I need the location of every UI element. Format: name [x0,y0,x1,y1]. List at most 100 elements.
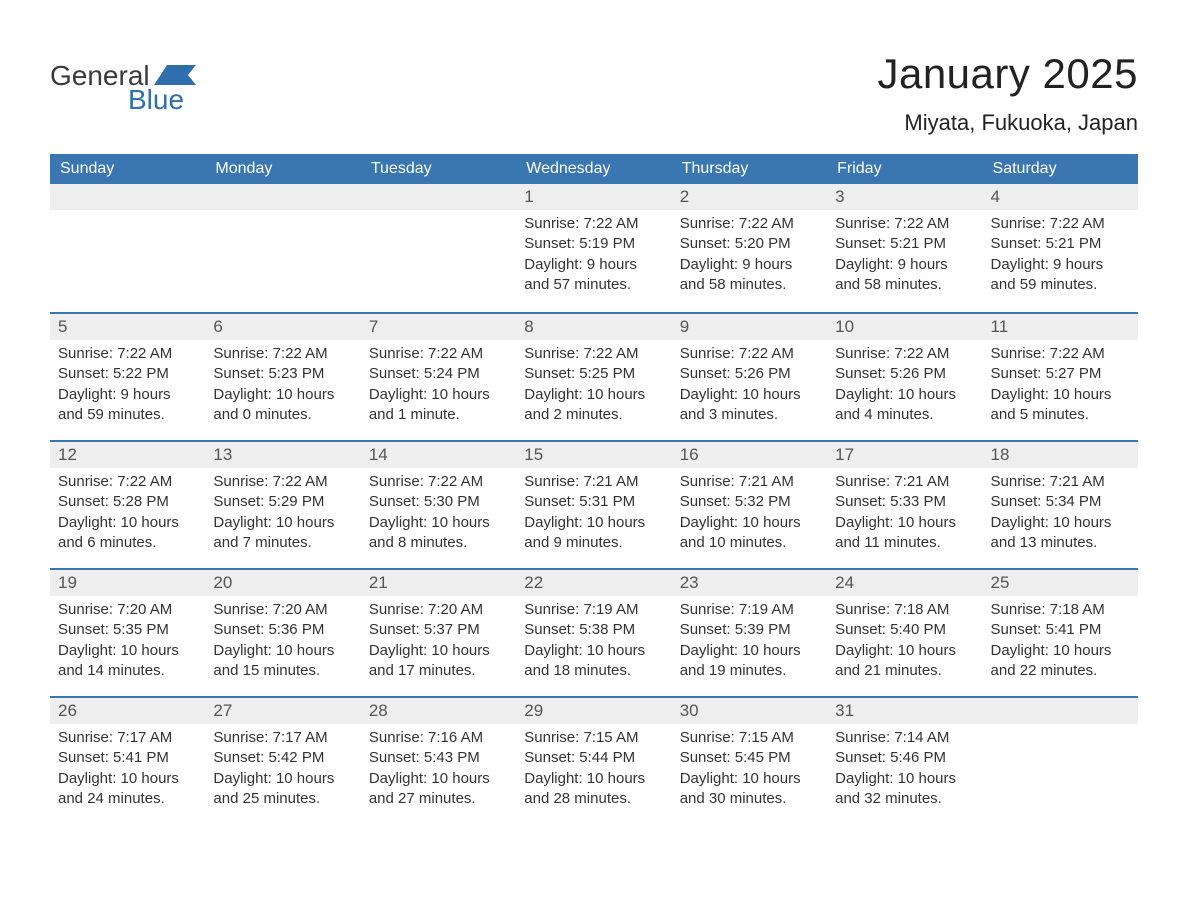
calendar-cell: 30Sunrise: 7:15 AMSunset: 5:45 PMDayligh… [672,696,827,824]
daylight-text-1: Daylight: 10 hours [524,385,663,405]
daylight-text-2: and 25 minutes. [213,789,352,809]
sunrise-text: Sunrise: 7:14 AM [835,728,974,748]
sunrise-text: Sunrise: 7:22 AM [680,214,819,234]
dayname-thu: Thursday [672,154,827,184]
sunset-text: Sunset: 5:34 PM [991,492,1130,512]
day-number: 7 [361,312,516,340]
calendar-cell: 5Sunrise: 7:22 AMSunset: 5:22 PMDaylight… [50,312,205,440]
daylight-text-2: and 5 minutes. [991,405,1130,425]
daylight-text-2: and 13 minutes. [991,533,1130,553]
daylight-text-1: Daylight: 10 hours [369,769,508,789]
sunrise-text: Sunrise: 7:21 AM [991,472,1130,492]
day-number: 8 [516,312,671,340]
daylight-text-2: and 7 minutes. [213,533,352,553]
day-number: 28 [361,696,516,724]
daylight-text-2: and 27 minutes. [369,789,508,809]
calendar-cell: 26Sunrise: 7:17 AMSunset: 5:41 PMDayligh… [50,696,205,824]
day-details: Sunrise: 7:22 AMSunset: 5:24 PMDaylight:… [361,340,516,433]
day-number: 22 [516,568,671,596]
daylight-text-2: and 10 minutes. [680,533,819,553]
day-details: Sunrise: 7:21 AMSunset: 5:33 PMDaylight:… [827,468,982,561]
sunset-text: Sunset: 5:33 PM [835,492,974,512]
day-number: 31 [827,696,982,724]
day-number: 23 [672,568,827,596]
day-details: Sunrise: 7:22 AMSunset: 5:26 PMDaylight:… [672,340,827,433]
sunset-text: Sunset: 5:28 PM [58,492,197,512]
calendar-cell: 17Sunrise: 7:21 AMSunset: 5:33 PMDayligh… [827,440,982,568]
daylight-text-1: Daylight: 10 hours [680,769,819,789]
sunrise-text: Sunrise: 7:22 AM [991,344,1130,364]
calendar-cell [50,184,205,312]
calendar-cell: 19Sunrise: 7:20 AMSunset: 5:35 PMDayligh… [50,568,205,696]
day-number: 9 [672,312,827,340]
day-number: 16 [672,440,827,468]
calendar-cell: 3Sunrise: 7:22 AMSunset: 5:21 PMDaylight… [827,184,982,312]
daylight-text-1: Daylight: 10 hours [58,769,197,789]
daylight-text-2: and 11 minutes. [835,533,974,553]
day-details: Sunrise: 7:17 AMSunset: 5:41 PMDaylight:… [50,724,205,817]
calendar-cell: 21Sunrise: 7:20 AMSunset: 5:37 PMDayligh… [361,568,516,696]
header: General Blue January 2025 Miyata, Fukuok… [50,50,1138,136]
calendar-week: 5Sunrise: 7:22 AMSunset: 5:22 PMDaylight… [50,312,1138,440]
day-number: 15 [516,440,671,468]
daylight-text-1: Daylight: 10 hours [369,385,508,405]
day-number: 25 [983,568,1138,596]
day-number: 30 [672,696,827,724]
sunset-text: Sunset: 5:45 PM [680,748,819,768]
daylight-text-2: and 19 minutes. [680,661,819,681]
day-details: Sunrise: 7:22 AMSunset: 5:26 PMDaylight:… [827,340,982,433]
sunrise-text: Sunrise: 7:22 AM [680,344,819,364]
sunrise-text: Sunrise: 7:15 AM [524,728,663,748]
daylight-text-1: Daylight: 10 hours [524,769,663,789]
sunrise-text: Sunrise: 7:20 AM [213,600,352,620]
daylight-text-2: and 6 minutes. [58,533,197,553]
day-number: 19 [50,568,205,596]
dayname-row: Sunday Monday Tuesday Wednesday Thursday… [50,154,1138,184]
calendar-cell: 15Sunrise: 7:21 AMSunset: 5:31 PMDayligh… [516,440,671,568]
location-label: Miyata, Fukuoka, Japan [877,110,1138,136]
calendar-cell: 7Sunrise: 7:22 AMSunset: 5:24 PMDaylight… [361,312,516,440]
calendar-cell [361,184,516,312]
day-number [983,696,1138,724]
daylight-text-1: Daylight: 10 hours [369,641,508,661]
sunrise-text: Sunrise: 7:19 AM [680,600,819,620]
daylight-text-2: and 2 minutes. [524,405,663,425]
daylight-text-1: Daylight: 9 hours [991,255,1130,275]
calendar-cell: 31Sunrise: 7:14 AMSunset: 5:46 PMDayligh… [827,696,982,824]
sunset-text: Sunset: 5:46 PM [835,748,974,768]
day-number: 6 [205,312,360,340]
daylight-text-2: and 1 minute. [369,405,508,425]
day-details: Sunrise: 7:22 AMSunset: 5:21 PMDaylight:… [827,210,982,303]
day-number: 2 [672,184,827,210]
day-details: Sunrise: 7:20 AMSunset: 5:35 PMDaylight:… [50,596,205,689]
calendar-cell: 6Sunrise: 7:22 AMSunset: 5:23 PMDaylight… [205,312,360,440]
sunset-text: Sunset: 5:26 PM [835,364,974,384]
day-details: Sunrise: 7:22 AMSunset: 5:25 PMDaylight:… [516,340,671,433]
daylight-text-1: Daylight: 10 hours [213,513,352,533]
calendar-cell: 28Sunrise: 7:16 AMSunset: 5:43 PMDayligh… [361,696,516,824]
day-number: 17 [827,440,982,468]
day-details: Sunrise: 7:20 AMSunset: 5:37 PMDaylight:… [361,596,516,689]
calendar-week: 26Sunrise: 7:17 AMSunset: 5:41 PMDayligh… [50,696,1138,824]
daylight-text-1: Daylight: 9 hours [524,255,663,275]
dayname-sat: Saturday [983,154,1138,184]
day-details: Sunrise: 7:16 AMSunset: 5:43 PMDaylight:… [361,724,516,817]
calendar-cell: 16Sunrise: 7:21 AMSunset: 5:32 PMDayligh… [672,440,827,568]
daylight-text-1: Daylight: 9 hours [835,255,974,275]
sunset-text: Sunset: 5:26 PM [680,364,819,384]
daylight-text-2: and 17 minutes. [369,661,508,681]
sunset-text: Sunset: 5:41 PM [58,748,197,768]
day-details: Sunrise: 7:22 AMSunset: 5:21 PMDaylight:… [983,210,1138,303]
day-details: Sunrise: 7:17 AMSunset: 5:42 PMDaylight:… [205,724,360,817]
sunrise-text: Sunrise: 7:22 AM [835,214,974,234]
calendar-cell: 14Sunrise: 7:22 AMSunset: 5:30 PMDayligh… [361,440,516,568]
daylight-text-2: and 24 minutes. [58,789,197,809]
sunset-text: Sunset: 5:27 PM [991,364,1130,384]
daylight-text-2: and 14 minutes. [58,661,197,681]
daylight-text-2: and 59 minutes. [991,275,1130,295]
daylight-text-2: and 4 minutes. [835,405,974,425]
calendar-cell: 20Sunrise: 7:20 AMSunset: 5:36 PMDayligh… [205,568,360,696]
daylight-text-2: and 15 minutes. [213,661,352,681]
calendar-week: 1Sunrise: 7:22 AMSunset: 5:19 PMDaylight… [50,184,1138,312]
daylight-text-2: and 22 minutes. [991,661,1130,681]
